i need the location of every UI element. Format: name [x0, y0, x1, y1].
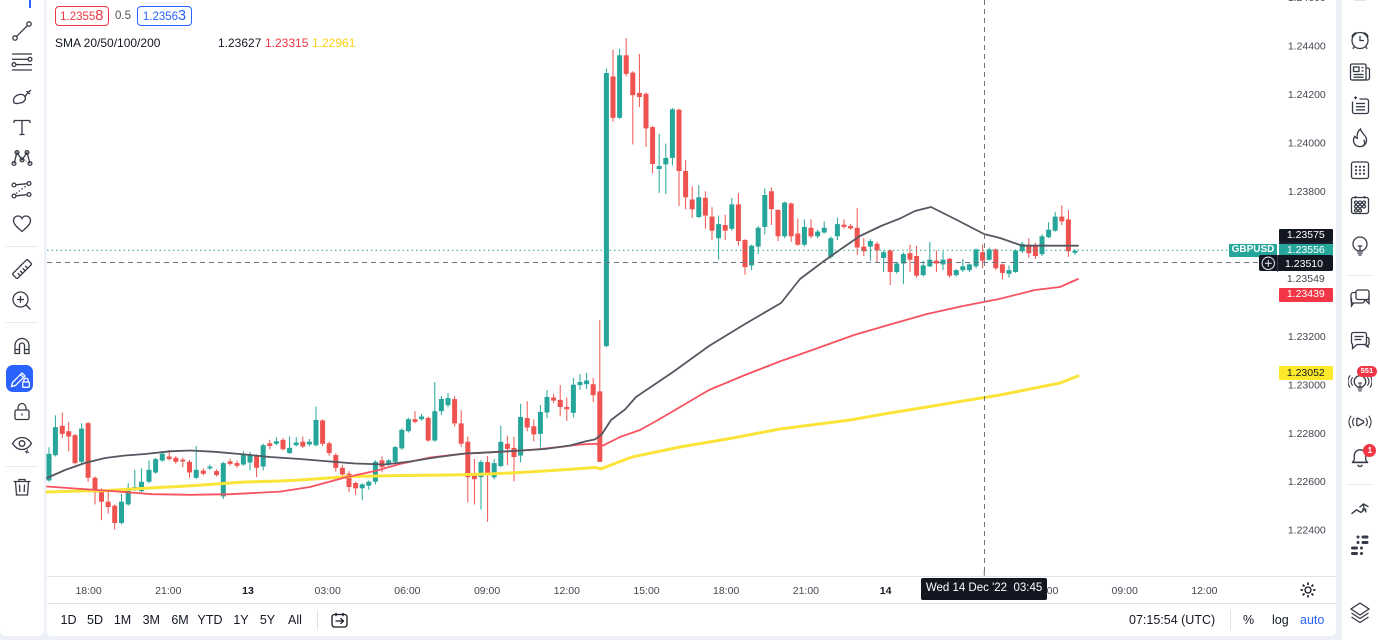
svg-text:1.22400: 1.22400 [1288, 525, 1326, 537]
svg-text:09:00: 09:00 [474, 585, 500, 597]
svg-text:1.22600: 1.22600 [1288, 476, 1326, 488]
svg-text:09:00: 09:00 [1112, 585, 1138, 597]
svg-text:1.23000: 1.23000 [1288, 379, 1326, 391]
svg-text:1.23510: 1.23510 [1285, 258, 1323, 270]
svg-text:12:00: 12:00 [1191, 585, 1217, 597]
svg-text:13: 13 [242, 585, 254, 597]
svg-text:1.23800: 1.23800 [1288, 186, 1326, 198]
svg-text:1.24000: 1.24000 [1288, 137, 1326, 149]
svg-text:1.24600: 1.24600 [1288, 0, 1326, 4]
svg-text:1.22800: 1.22800 [1288, 428, 1326, 440]
svg-text:14: 14 [880, 585, 892, 597]
svg-text:06:00: 06:00 [394, 585, 420, 597]
svg-text:18:00: 18:00 [75, 585, 101, 597]
svg-text:1.23200: 1.23200 [1288, 331, 1326, 343]
svg-text:18:00: 18:00 [713, 585, 739, 597]
svg-text:21:00: 21:00 [793, 585, 819, 597]
svg-text:1.24400: 1.24400 [1288, 41, 1326, 53]
svg-text:15:00: 15:00 [633, 585, 659, 597]
svg-text:1.24200: 1.24200 [1288, 89, 1326, 101]
svg-text:21:00: 21:00 [155, 585, 181, 597]
svg-text:12:00: 12:00 [554, 585, 580, 597]
svg-text:03:00: 03:00 [315, 585, 341, 597]
